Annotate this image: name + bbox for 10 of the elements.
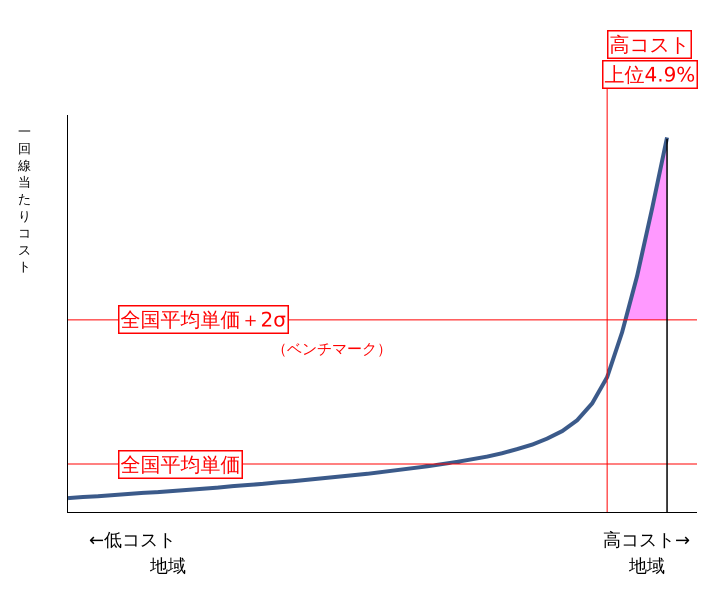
ref-line-label: 全国平均単価＋2σ — [120, 308, 286, 332]
text: 高コスト→ — [603, 530, 690, 551]
text: 高コスト — [610, 32, 690, 56]
text: ←低コスト — [89, 530, 176, 551]
text: 一回線当たりコスト — [18, 125, 31, 276]
annotation: （ベンチマーク） — [272, 340, 392, 358]
text: 上位4.9% — [604, 62, 696, 86]
text: 地域 — [628, 556, 665, 577]
text: 地域 — [149, 556, 186, 577]
ref-line-label: 全国平均単価 — [120, 452, 240, 476]
